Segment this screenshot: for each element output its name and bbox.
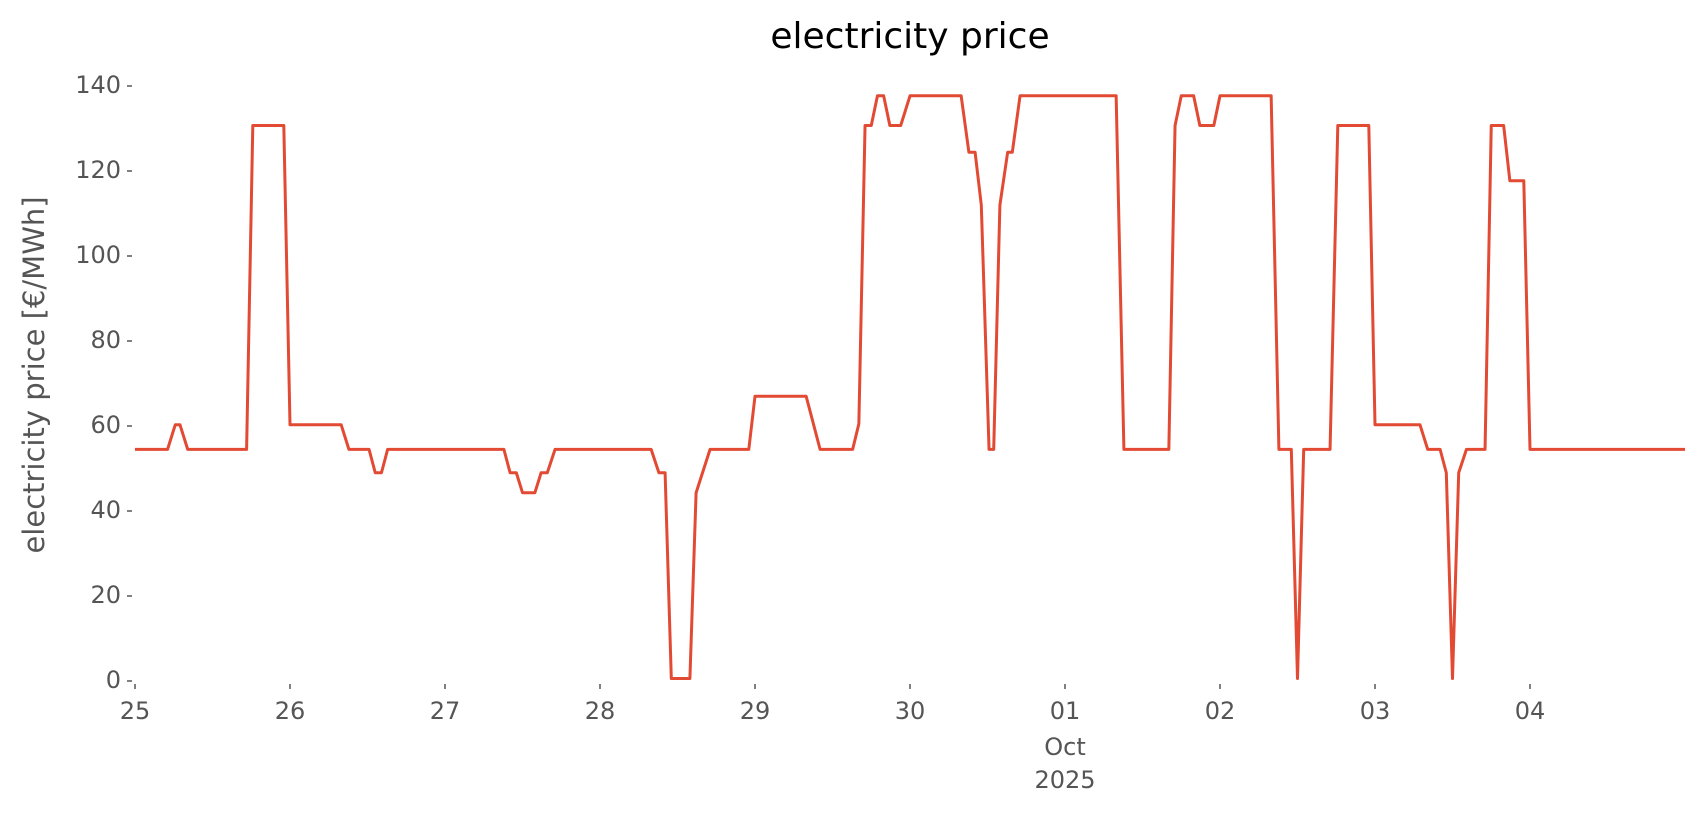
y-tick-label: 0 — [106, 666, 121, 694]
y-tick-label: 120 — [75, 156, 121, 184]
x-year-label: 2025 — [1034, 766, 1095, 794]
x-tick-label: 04 — [1515, 697, 1546, 725]
y-tick-label: 140 — [75, 71, 121, 99]
x-month-label: Oct — [1044, 733, 1086, 761]
y-tick-label: 100 — [75, 241, 121, 269]
x-tick-label: 27 — [430, 697, 461, 725]
x-tick-label: 26 — [275, 697, 306, 725]
price-line — [135, 94, 1685, 680]
chart-title: electricity price — [770, 16, 1049, 57]
y-tick-label: 80 — [90, 326, 121, 354]
y-axis-label: electricity price [€/MWh] — [17, 196, 51, 553]
y-tick-label: 20 — [90, 581, 121, 609]
x-tick-label: 28 — [585, 697, 616, 725]
y-tick-label: 40 — [90, 496, 121, 524]
x-tick-label: 01 — [1050, 697, 1081, 725]
x-tick-label: 25 — [120, 697, 151, 725]
x-tick-label: 30 — [895, 697, 926, 725]
x-tick-label: 02 — [1205, 697, 1236, 725]
x-tick-label: 29 — [740, 697, 771, 725]
y-tick-label: 60 — [90, 411, 121, 439]
x-tick-label: 03 — [1360, 697, 1391, 725]
